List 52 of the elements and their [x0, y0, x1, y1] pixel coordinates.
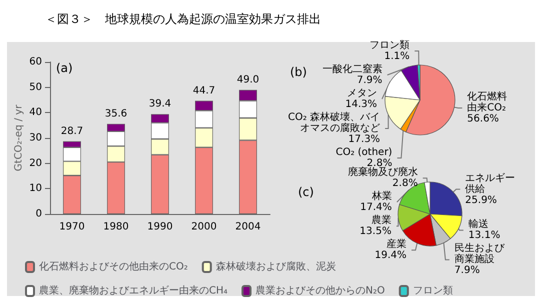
data-label: 7.9% [454, 265, 480, 276]
total-label: 28.7 [60, 126, 84, 137]
slice-label: 廃棄物及び廃水 [348, 166, 418, 178]
total-label: 39.4 [148, 98, 172, 110]
data-label: 25.9% [465, 194, 497, 206]
total-label: 44.7 [192, 85, 216, 96]
slice-label: 林業 [370, 190, 392, 202]
x-tick-label: 1980 [103, 222, 129, 232]
total-label: 35.6 [104, 108, 128, 120]
x-tick-label: 1970 [59, 222, 85, 232]
data-label: 7.9% [356, 75, 382, 86]
y-tick-label: 10 [29, 183, 42, 194]
legend-label: フロン類 [412, 284, 453, 296]
y-tick-label: 60 [29, 56, 42, 68]
legend-label: 農業、廃棄物およびエネルギー由来のCH₄ [39, 284, 228, 296]
y-tick-label: 20 [29, 158, 42, 169]
slice-label: 一酸化二窒素 [322, 63, 382, 75]
slice-label: 産業 [386, 238, 406, 250]
legend-label: 農業およびその他からのN₂O [256, 284, 385, 296]
data-label: 2.8% [392, 178, 418, 190]
y-tick-label: 0 [36, 208, 42, 220]
legend-label: 化石燃料およびその他由来のCO₂ [39, 260, 188, 272]
data-label: 13.5% [360, 226, 392, 238]
x-tick-label: 2000 [191, 222, 217, 232]
slice-label: 輸送 [468, 218, 488, 230]
data-label: 19.4% [374, 250, 406, 262]
y-axis-title: GtCO₂-eq / yr [14, 104, 24, 172]
data-label: 17.4% [360, 202, 392, 214]
annotation: (a) [56, 61, 73, 75]
y-tick-label: 40 [29, 107, 42, 118]
x-tick-label: 1990 [147, 222, 173, 232]
slice-label: 民生および商業施設 [454, 242, 506, 266]
data-label: 56.6% [467, 114, 499, 125]
slice-label: CO₂ (other) [336, 147, 392, 158]
data-label: 1.1% [384, 51, 410, 62]
legend-label: 森林破壊および腐敗、泥炭 [216, 260, 336, 272]
slice-label: 農業 [371, 214, 392, 226]
text: (b) [290, 65, 307, 79]
data-label: 17.3% [348, 134, 380, 145]
x-tick-label: 2004 [235, 222, 261, 232]
slice-label: メタン [347, 88, 378, 99]
slice-label: フロン類 [370, 39, 410, 51]
slice-label: エネルギー供給 [465, 172, 516, 195]
total-label: 49.0 [236, 74, 260, 86]
text: (c) [298, 185, 314, 199]
chart-title: ＜図３＞ 地球規模の人為起源の温室効果ガス排出 [45, 12, 321, 26]
y-tick-label: 50 [29, 82, 42, 93]
slice-label: CO₂ 森林破壊、バイオマスの腐敗など [288, 111, 380, 134]
data-label: 13.1% [468, 230, 500, 242]
y-tick-label: 30 [29, 132, 42, 144]
data-label: 14.3% [345, 99, 378, 110]
slice-label: 化石燃料由来CO₂ [467, 90, 508, 114]
